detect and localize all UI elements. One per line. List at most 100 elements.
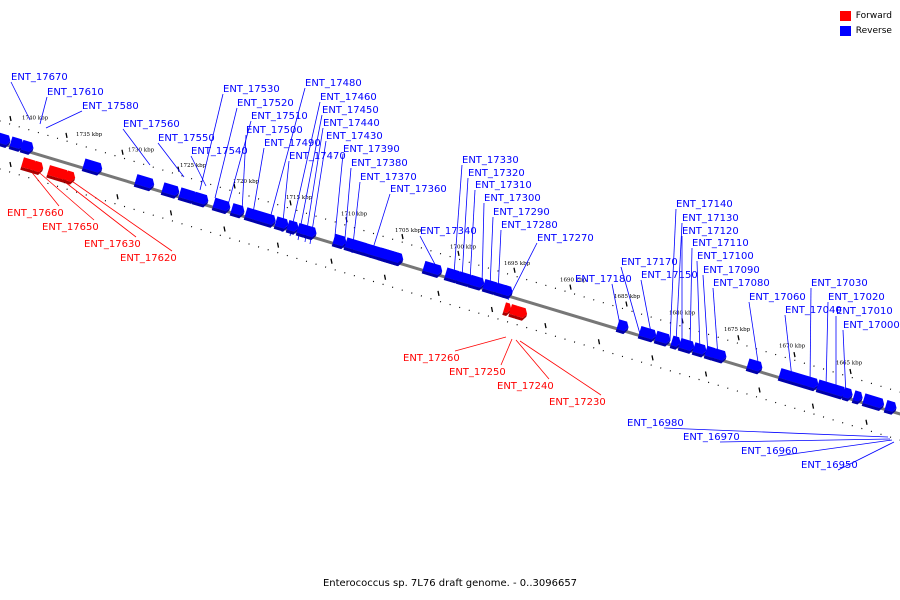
leader-line xyxy=(461,177,469,279)
reverse-gene xyxy=(711,348,727,364)
reverse-gene xyxy=(467,274,485,291)
major-tick xyxy=(490,306,494,313)
leader-line xyxy=(190,155,207,187)
major-tick xyxy=(9,115,12,122)
gene-label-reverse: ENT_17470 xyxy=(289,151,346,162)
major-tick xyxy=(223,226,226,232)
leader-line xyxy=(333,153,344,247)
reverse-gene xyxy=(861,393,885,412)
reverse-gene xyxy=(0,132,11,148)
major-tick xyxy=(437,290,440,297)
major-tick xyxy=(569,284,572,290)
gene-label-reverse: ENT_17450 xyxy=(322,105,379,116)
major-tick xyxy=(289,200,292,206)
gene-label-reverse: ENT_17180 xyxy=(575,274,632,285)
reverse-gene xyxy=(160,182,180,199)
major-tick xyxy=(65,132,68,139)
leader-line xyxy=(719,438,891,443)
gene-label-reverse: ENT_17110 xyxy=(692,238,749,249)
legend-reverse-label: Reverse xyxy=(855,25,892,36)
gene-label-reverse: ENT_17610 xyxy=(47,87,104,98)
kbp-label: 1690 kbp xyxy=(560,278,587,284)
reverse-gene xyxy=(841,387,853,402)
gene-label-reverse: ENT_17040 xyxy=(785,305,842,316)
gene-label-reverse: ENT_17530 xyxy=(223,84,280,95)
kbp-label: 1695 kbp xyxy=(504,261,531,267)
ruler-ticks xyxy=(9,115,868,425)
forward-gene xyxy=(514,305,528,321)
leader-line xyxy=(227,120,252,206)
kbp-label: 1720 kbp xyxy=(233,179,260,185)
major-tick xyxy=(383,274,387,280)
gene-label-reverse: ENT_17500 xyxy=(246,125,303,136)
kbp-label: 1705 kbp xyxy=(395,228,422,234)
reverse-gene xyxy=(191,191,209,208)
major-tick xyxy=(793,351,796,358)
leader-line xyxy=(702,274,709,355)
kbp-label: 1735 kbp xyxy=(76,132,103,138)
gene-label-reverse: ENT_17280 xyxy=(501,220,558,231)
leader-line xyxy=(837,441,895,471)
gene-label-reverse: ENT_17090 xyxy=(703,265,760,276)
leader-line xyxy=(122,128,151,166)
major-tick xyxy=(849,368,852,375)
forward-gene xyxy=(64,170,76,185)
gene-label-reverse: ENT_17290 xyxy=(493,207,550,218)
major-tick xyxy=(330,258,333,264)
gene-label-reverse: ENT_17440 xyxy=(323,118,380,129)
leader-line xyxy=(489,216,494,289)
major-tick xyxy=(758,387,761,393)
major-tick xyxy=(737,335,740,341)
reverse-gene xyxy=(669,335,681,350)
major-tick xyxy=(9,161,12,168)
forward-swatch xyxy=(839,10,851,21)
gene-label-reverse: ENT_17310 xyxy=(475,180,532,191)
lower-dotted-ruler xyxy=(0,168,900,441)
gene-label-reverse: ENT_17010 xyxy=(836,306,893,317)
reverse-gene xyxy=(19,139,34,155)
gene-label-reverse: ENT_17330 xyxy=(462,155,519,166)
leader-line xyxy=(481,202,485,286)
leader-line xyxy=(777,439,893,457)
leader-line xyxy=(809,287,812,386)
reverse-gene xyxy=(815,379,846,400)
kbp-label: 1730 kbp xyxy=(128,148,155,154)
major-tick xyxy=(121,149,124,155)
major-tick xyxy=(651,355,654,361)
reverse-gene xyxy=(653,330,671,347)
major-tick xyxy=(169,210,173,216)
gene-label-forward: ENT_17230 xyxy=(549,397,606,408)
forward-gene xyxy=(32,160,44,176)
leader-line xyxy=(519,340,602,396)
reverse-gene xyxy=(211,197,231,215)
leader-line xyxy=(214,107,238,199)
gene-labels: ENT_17670 ENT_17610 ENT_17580 ENT_17560 ENT_… xyxy=(7,72,900,471)
leader-line xyxy=(663,427,889,438)
major-tick xyxy=(457,250,460,257)
reverse-gene xyxy=(177,187,197,204)
leader-line xyxy=(669,208,677,342)
major-tick xyxy=(233,183,236,189)
ruler-dots xyxy=(0,120,900,441)
gene-label-reverse: ENT_17360 xyxy=(390,184,447,195)
leader-line xyxy=(515,339,550,380)
reverse-gene xyxy=(377,247,403,266)
reverse-gene xyxy=(677,337,695,354)
major-tick xyxy=(704,371,708,377)
gene-label-reverse: ENT_16970 xyxy=(683,432,740,443)
leader-line xyxy=(343,167,352,251)
gene-label-reverse: ENT_17100 xyxy=(697,251,754,262)
gene-label-reverse: ENT_17340 xyxy=(420,226,477,237)
leader-line xyxy=(267,87,306,227)
leader-line xyxy=(45,110,83,129)
leader-line xyxy=(39,96,48,125)
forward-gene xyxy=(46,165,69,183)
label-leader-lines xyxy=(10,81,895,471)
gene-label-reverse: ENT_17150 xyxy=(641,270,698,281)
legend-forward: Forward xyxy=(839,8,892,23)
gene-label-forward: ENT_17620 xyxy=(120,253,177,264)
leader-line xyxy=(784,314,793,379)
major-tick xyxy=(865,419,868,425)
gene-label-reverse: ENT_17140 xyxy=(676,199,733,210)
